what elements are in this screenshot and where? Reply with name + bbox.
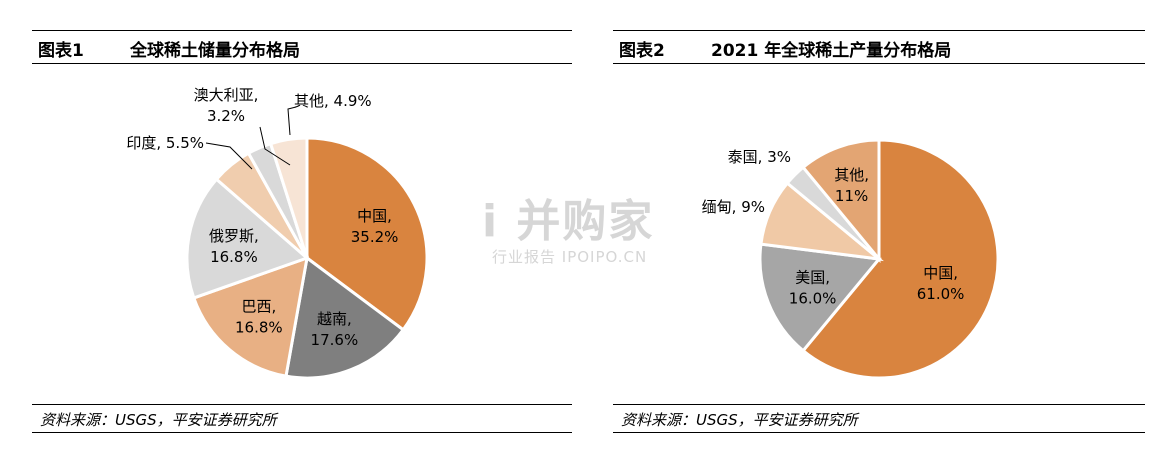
pie-slice-0 — [305, 136, 429, 332]
chart-header: 图表1 全球稀土储量分布格局 — [38, 36, 300, 61]
slice-label-name: 其他, — [834, 166, 869, 184]
slice-label-name: 中国, — [357, 207, 392, 225]
slice-label-name: 巴西, — [241, 298, 276, 316]
slice-label-value: 17.6% — [311, 331, 359, 349]
chart-panel-1: 图表1 全球稀土储量分布格局 中国, 35.2% 越南, 17.6% 巴西, 16.8% 俄罗… — [32, 0, 572, 472]
slice-label: 其他, 4.9% — [294, 92, 372, 110]
source-top-rule — [32, 404, 572, 405]
pie-slice-3 — [185, 177, 310, 300]
slice-label-name: 越南, — [317, 310, 352, 328]
source-note: 资料来源：USGS，平安证券研究所 — [40, 411, 277, 429]
source-top-rule — [613, 404, 1145, 405]
header-rule — [613, 63, 1145, 64]
pie-slice-0 — [801, 138, 1000, 380]
pie-slices — [758, 138, 1000, 380]
chart-header: 图表2 2021 年全球稀土产量分布格局 — [619, 36, 951, 61]
slice-label-value: 61.0% — [917, 285, 965, 303]
chart-title: 2021 年全球稀土产量分布格局 — [711, 41, 952, 61]
pie-labels: 中国, 61.0% 美国, 16.0% 缅甸, 9% 泰国, 3% 其他, 11% — [702, 148, 965, 307]
top-rule — [613, 30, 1145, 31]
figure-label: 图表1 — [38, 41, 84, 61]
slice-label: 印度, 5.5% — [126, 134, 204, 152]
pie-slice-2 — [191, 255, 309, 378]
pie-chart-reserves: 中国, 35.2% 越南, 17.6% 巴西, 16.8% 俄罗斯, 16.8% 印度, 5.5… — [126, 86, 429, 380]
slice-label: 缅甸, 9% — [702, 198, 765, 216]
slice-label-name: 中国, — [923, 264, 958, 282]
slice-label-name: 澳大利亚, — [194, 86, 259, 104]
slice-label-value: 16.8% — [235, 319, 283, 337]
header-rule — [32, 63, 572, 64]
pie-slice-1 — [758, 242, 882, 353]
slice-label: 泰国, 3% — [728, 148, 791, 166]
leader-line-4 — [205, 142, 253, 170]
slice-label-name: 美国, — [795, 268, 830, 286]
pie-slices — [185, 136, 429, 380]
chart-panel-2: 图表2 2021 年全球稀土产量分布格局 中国, 61.0% 美国, 16.0% 缅甸, … — [613, 0, 1145, 472]
pie-slice-6 — [268, 136, 309, 259]
slice-label-name: 俄罗斯, — [209, 227, 259, 245]
top-rule — [32, 30, 572, 31]
chart-title: 全球稀土储量分布格局 — [130, 41, 300, 61]
slice-label-value: 35.2% — [351, 228, 399, 246]
pie-labels: 中国, 35.2% 越南, 17.6% 巴西, 16.8% 俄罗斯, 16.8% 印度, 5.5… — [126, 86, 398, 349]
slice-label-value: 3.2% — [207, 107, 245, 125]
slice-label-value: 16.0% — [789, 289, 837, 307]
slice-label-value: 11% — [835, 187, 868, 205]
bottom-rule — [32, 432, 572, 433]
pie-slice-4 — [801, 138, 881, 264]
pie-chart-production: 中国, 61.0% 美国, 16.0% 缅甸, 9% 泰国, 3% 其他, 11% — [702, 138, 1000, 380]
slice-label-value: 16.8% — [210, 248, 258, 266]
source-note: 资料来源：USGS，平安证券研究所 — [621, 411, 858, 429]
bottom-rule — [613, 432, 1145, 433]
leader-line-6 — [287, 106, 297, 136]
leader-line-5 — [259, 126, 291, 166]
pie-slice-1 — [284, 255, 406, 380]
figure-label: 图表2 — [619, 41, 665, 61]
